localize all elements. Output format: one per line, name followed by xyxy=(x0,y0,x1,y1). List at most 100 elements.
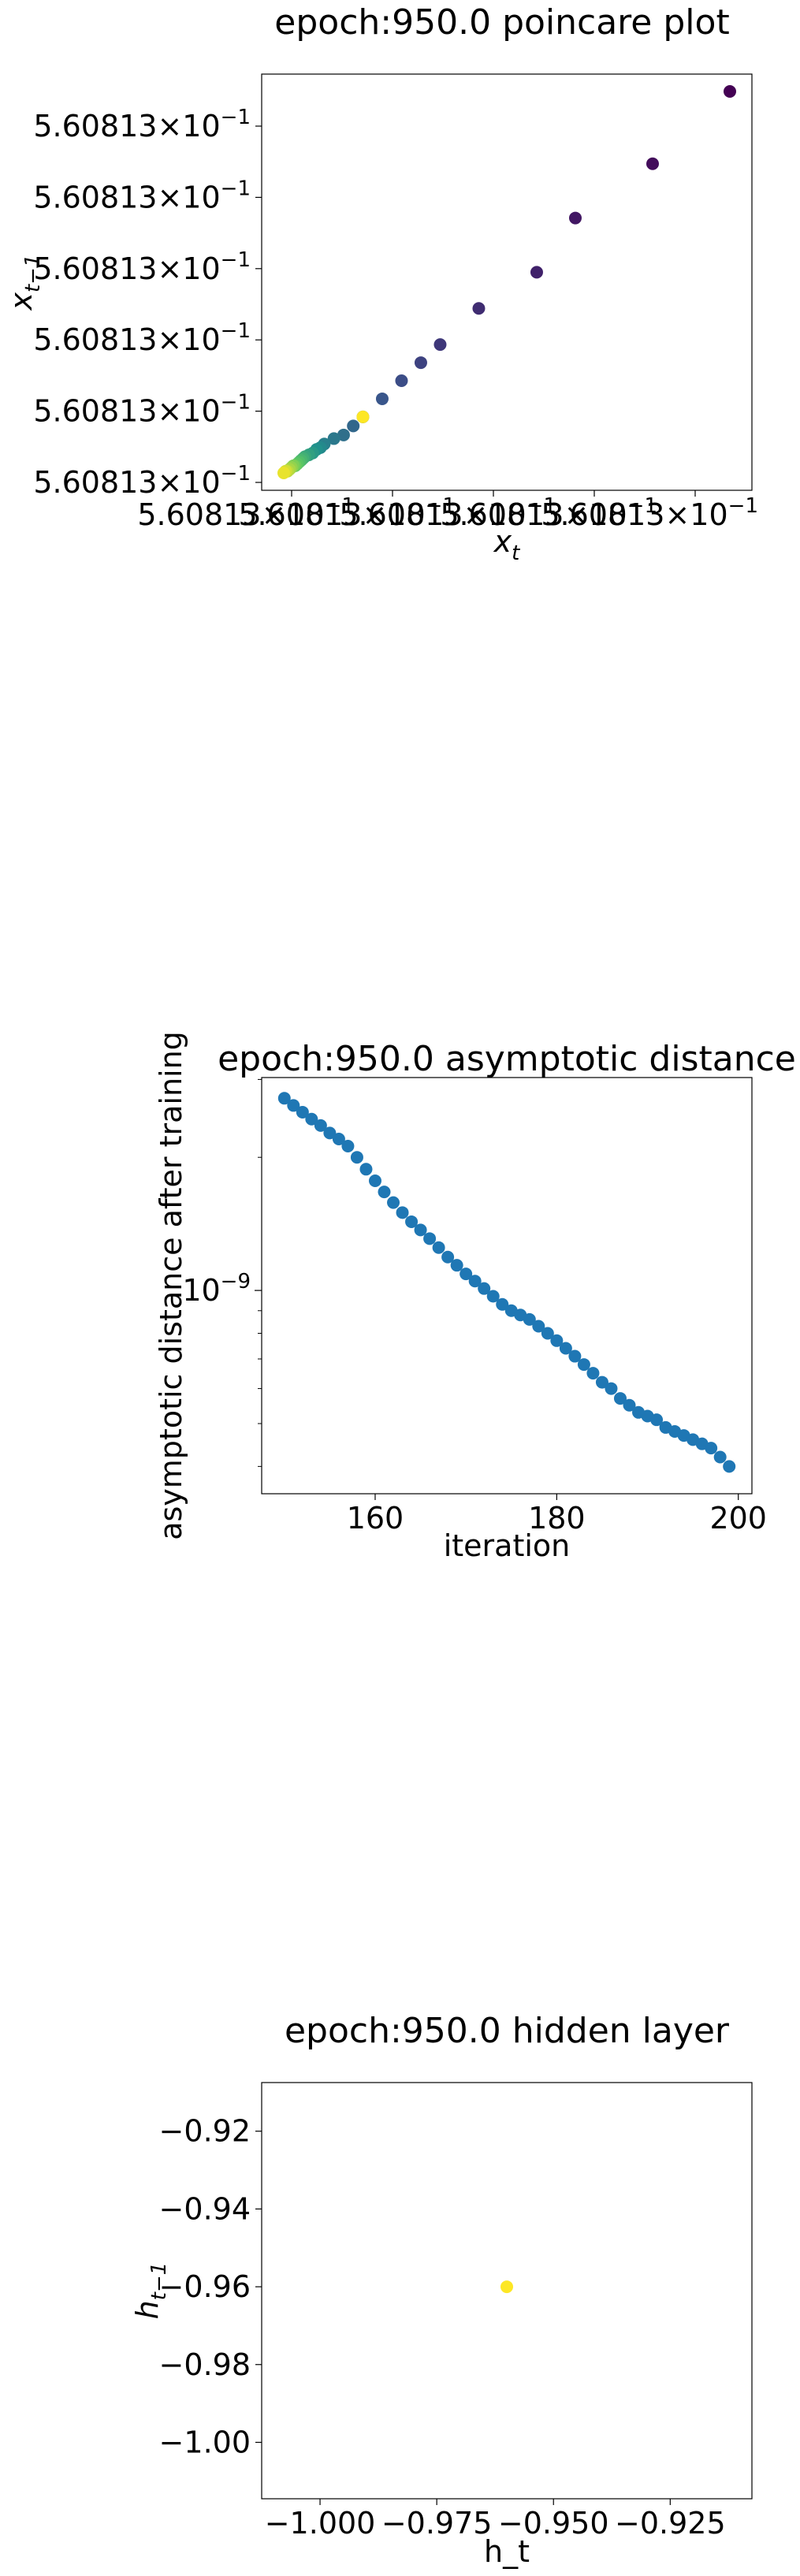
asymptotic-point xyxy=(378,1186,391,1199)
asymptotic-point xyxy=(450,1259,463,1272)
poincare-y-ticks: 5.60813×10−1 5.60813×10−1 5.60813×10−1 5.60… xyxy=(33,106,262,500)
asymptotic-points xyxy=(277,1092,736,1473)
asymptotic-point xyxy=(623,1398,636,1412)
poincare-plot-panel: epoch:950.0 poincare plot 5.60813×10−15.… xyxy=(4,2,758,565)
asymptotic-point xyxy=(341,1140,355,1153)
hidden-y-label-base: h xyxy=(130,2300,165,2319)
hidden-layer-points xyxy=(500,2280,513,2294)
poincare-y-tick-exponent: −1 xyxy=(221,391,251,415)
poincare-point xyxy=(530,266,543,279)
poincare-plot-title: epoch:950.0 poincare plot xyxy=(274,2,729,43)
asymptotic-point xyxy=(332,1132,345,1145)
poincare-x-ticks: 5.60813×10−15.60813×10−15.60813×10−15.60… xyxy=(137,490,758,532)
asymptotic-point xyxy=(496,1297,509,1311)
hidden-layer-y-tick-label: −0.98 xyxy=(159,2347,251,2382)
asymptotic-point xyxy=(723,1460,736,1473)
asymptotic-point xyxy=(314,1119,327,1132)
hidden-y-label-sub: t−1 xyxy=(147,2262,171,2301)
asymptotic-point xyxy=(550,1334,564,1347)
asymptotic-point xyxy=(486,1290,500,1303)
poincare-x-tick-label: 5.60813×10−1 xyxy=(339,494,556,532)
asymptotic-point xyxy=(532,1320,545,1333)
asymptotic-point xyxy=(323,1126,337,1140)
poincare-point xyxy=(724,85,736,98)
asymptotic-point xyxy=(423,1232,437,1245)
poincare-y-axis-label: xt−1 xyxy=(4,254,45,311)
asymptotic-point xyxy=(595,1375,608,1389)
poincare-x-tick-exponent: −1 xyxy=(627,494,657,518)
poincare-x-label-base: x xyxy=(493,524,512,559)
poincare-y-tick-exponent: −1 xyxy=(221,106,251,129)
poincare-y-tick-exponent: −1 xyxy=(221,462,251,486)
asymptotic-point xyxy=(387,1196,400,1209)
asymptotic-point xyxy=(396,1206,409,1219)
poincare-x-tick-exponent: −1 xyxy=(325,494,355,518)
asymptotic-x-tick-label: 160 xyxy=(347,1501,404,1536)
asymptotic-point xyxy=(277,1092,291,1105)
asymptotic-x-axis-label: iteration xyxy=(444,1528,571,1563)
asymptotic-point xyxy=(613,1392,627,1405)
asymptotic-point xyxy=(713,1450,727,1464)
poincare-point xyxy=(395,374,408,388)
hidden-layer-y-tick-label: −0.92 xyxy=(159,2114,251,2149)
asymptotic-point xyxy=(478,1282,491,1295)
hidden-layer-title: epoch:950.0 hidden layer xyxy=(285,2011,730,2051)
asymptotic-point xyxy=(559,1342,572,1355)
asymptotic-point xyxy=(432,1241,445,1254)
poincare-x-tick-exponent: −1 xyxy=(728,494,758,518)
asymptotic-point xyxy=(305,1112,318,1126)
poincare-plot-area xyxy=(261,73,753,491)
hidden-layer-x-tick-label: −0.975 xyxy=(381,2506,493,2541)
asymptotic-point xyxy=(605,1382,618,1395)
asymptotic-point xyxy=(368,1174,381,1187)
hidden-layer-y-tick-label: −0.96 xyxy=(159,2269,251,2304)
asymptotic-point xyxy=(586,1367,600,1380)
asymptotic-x-tick-label: 180 xyxy=(528,1501,586,1536)
poincare-y-tick-label: 5.60813×10−1 xyxy=(33,391,251,429)
poincare-y-tick-exponent: −1 xyxy=(221,177,251,200)
poincare-point xyxy=(568,211,582,225)
asymptotic-y-tick-label: 10−9 xyxy=(182,1270,251,1308)
asymptotic-point xyxy=(541,1327,554,1340)
poincare-point xyxy=(277,467,290,479)
asymptotic-distance-panel: epoch:950.0 asymptotic distance 10−9 160… xyxy=(154,1031,796,1563)
hidden-layer-x-tick-label: −0.925 xyxy=(615,2506,726,2541)
asymptotic-point xyxy=(568,1349,582,1363)
hidden-layer-x-axis-label: h_t xyxy=(484,2534,530,2569)
asymptotic-x-ticks: 160 180 200 xyxy=(347,1494,767,1536)
poincare-y-tick-label: 5.60813×10−1 xyxy=(33,248,251,286)
asymptotic-y-tick-exponent: −9 xyxy=(221,1270,251,1294)
hidden-layer-panel: epoch:950.0 hidden layer −0.92 −0.94 −0.96… xyxy=(130,2011,753,2569)
poincare-x-tick-exponent: −1 xyxy=(527,494,556,518)
poincare-y-tick-exponent: −1 xyxy=(221,319,251,343)
poincare-y-label-base: x xyxy=(4,292,39,311)
poincare-y-tick-exponent: −1 xyxy=(221,248,251,272)
asymptotic-point xyxy=(405,1215,419,1228)
asymptotic-distance-title: epoch:950.0 asymptotic distance xyxy=(218,1039,796,1079)
asymptotic-point xyxy=(705,1442,718,1455)
poincare-y-label-sub: t−1 xyxy=(21,254,45,292)
hidden-layer-x-tick-label: −0.950 xyxy=(498,2506,609,2541)
poincare-point xyxy=(356,410,370,423)
poincare-x-tick-label: 5.60813×10−1 xyxy=(137,494,355,532)
poincare-point xyxy=(646,157,659,170)
poincare-x-tick-label: 5.60813×10−1 xyxy=(541,494,758,532)
poincare-point xyxy=(327,432,340,445)
poincare-y-tick-label: 5.60813×10−1 xyxy=(33,106,251,143)
poincare-point xyxy=(472,302,486,315)
poincare-point xyxy=(375,392,389,405)
poincare-x-tick-exponent: −1 xyxy=(426,494,456,518)
poincare-point xyxy=(347,419,360,433)
poincare-points xyxy=(277,85,736,479)
poincare-point xyxy=(414,356,427,370)
asymptotic-x-tick-label: 200 xyxy=(709,1501,767,1536)
hidden-layer-y-tick-label: −0.94 xyxy=(159,2191,251,2226)
poincare-y-tick-label: 5.60813×10−1 xyxy=(33,319,251,357)
asymptotic-y-ticks: 10−9 xyxy=(182,1078,262,1467)
hidden-layer-point xyxy=(500,2280,513,2294)
asymptotic-point xyxy=(296,1105,309,1119)
asymptotic-y-axis-label: asymptotic distance after training xyxy=(154,1031,188,1540)
poincare-x-tick-label: 5.60813×10−1 xyxy=(238,494,456,532)
poincare-y-tick-label: 5.60813×10−1 xyxy=(33,177,251,214)
